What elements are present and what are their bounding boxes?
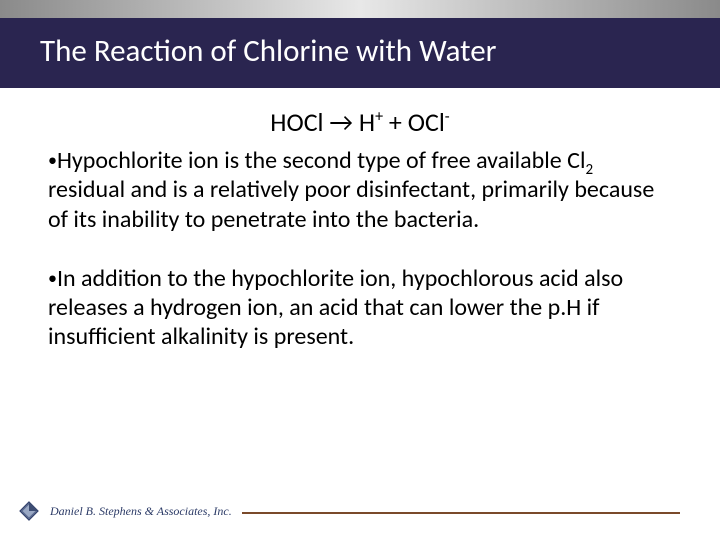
slide-footer: Daniel B. Stephens & Associates, Inc. [0,500,720,522]
bullet-text-pre: In addition to the hypochlorite ion, hyp… [48,264,623,352]
equation-rhs2: OCl [408,106,445,138]
footer-company: Daniel B. Stephens & Associates, Inc. [50,504,232,519]
slide-title: The Reaction of Chlorine with Water [40,32,680,70]
dbs-diamond-logo-icon [18,500,40,522]
bullet-dot-icon: • [48,149,57,171]
slide-content: HOCl → H+ + OCl- •Hypochlorite ion is th… [0,88,720,352]
equation-lhs: HOCl [270,106,323,138]
bullet-text-pre: Hypochlorite ion is the second type of f… [57,146,586,175]
equation-plus: + [383,106,408,138]
chemical-equation: HOCl → H+ + OCl- [48,106,672,138]
bullet-item: •Hypochlorite ion is the second type of … [48,146,672,234]
top-metallic-bar [0,0,720,18]
equation-rhs1: H [359,106,375,138]
footer-divider [242,512,680,514]
title-band: The Reaction of Chlorine with Water [0,18,720,88]
equation-arrow: → [329,106,353,138]
bullet-text-post: residual and is a relatively poor disinf… [48,175,654,233]
bullet-dot-icon: • [48,267,57,289]
equation-rhs1-sup: + [375,107,383,126]
bullet-item: •In addition to the hypochlorite ion, hy… [48,264,672,352]
equation-rhs2-sup: - [445,107,450,126]
